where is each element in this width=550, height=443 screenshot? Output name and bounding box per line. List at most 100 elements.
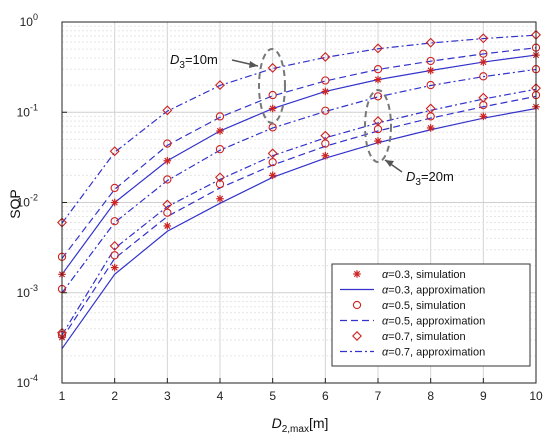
annotation-d3-10m-label: D3=10m [170, 52, 218, 71]
y-tick-label: 10-3 [17, 283, 38, 300]
series-d3-20m-marker-diamond [320, 130, 331, 141]
series-d3-20m-marker-diamond [215, 172, 225, 183]
series-d3-10m-marker-diamond [162, 105, 173, 116]
series-mid-marker-circle [426, 80, 435, 90]
x-tick-label: 10 [529, 389, 543, 403]
x-tick-label: 8 [427, 389, 434, 403]
annotation-d3-10m-sub: 3 [179, 60, 185, 71]
legend-entry-label: α=0.5, simulation [382, 300, 466, 312]
y-tick-label: 10-1 [17, 102, 38, 119]
series-d3-20m-marker-circle [268, 157, 277, 167]
asterisk-stroke [322, 88, 329, 95]
annotation-d3-20m-main: D [406, 169, 415, 184]
series-d3-10m-marker-circle [163, 139, 172, 148]
x-tick-label: 1 [59, 389, 66, 403]
series-d3-20m-marker-diamond [373, 116, 383, 126]
annotation-d3-20m-rest: =20m [421, 169, 454, 184]
series-d3-20m-marker-diamond [267, 148, 278, 159]
series-d3-10m-line-dashdot [61, 34, 537, 224]
series-d3-10m-line-solid [61, 54, 537, 275]
series-d3-10m-marker-asterisk [374, 75, 382, 84]
asterisk-stroke [269, 172, 276, 179]
series-d3-20m-marker-asterisk [216, 194, 224, 203]
series-d3-20m-marker-asterisk [268, 171, 277, 180]
y-tick-exponent: -2 [30, 193, 38, 203]
series-d3-20m-marker-asterisk [426, 124, 435, 132]
legend-entry-symbol: α [382, 285, 389, 297]
series-mid-marker-circle [215, 145, 225, 154]
legend-entry-symbol: α [382, 300, 389, 312]
x-tick-label: 6 [322, 389, 329, 403]
series-d3-10m-marker-circle [373, 65, 383, 74]
series-d3-20m-marker-asterisk [321, 151, 330, 160]
series-d3-10m-marker-diamond [320, 51, 331, 62]
series-d3-20m-marker-circle [110, 251, 119, 260]
annotations: D3=10m D3=20m [170, 48, 454, 188]
annotation-d3-20m-ellipse [364, 89, 392, 163]
legend-entry-symbol: α [382, 269, 389, 281]
asterisk-stroke [480, 113, 487, 120]
series-d3-10m-marker-asterisk [163, 156, 172, 165]
series-d3-10m-marker-circle [426, 56, 435, 66]
series-d3-10m-marker-asterisk [321, 87, 330, 96]
legend-marker-swatch [352, 300, 362, 310]
series-d3-10m-marker-asterisk [479, 58, 488, 66]
x-tick-label: 3 [164, 389, 171, 403]
legend-entry-symbol: α [382, 347, 389, 359]
asterisk-stroke [353, 270, 361, 278]
legend-box [331, 263, 531, 367]
marker-layer [57, 29, 541, 342]
series-d3-10m-marker-circle [268, 90, 277, 100]
asterisk-stroke [480, 58, 487, 66]
series-d3-20m-marker-diamond [425, 103, 436, 114]
legend-entry-text: =0.3, approximation [388, 285, 485, 297]
y-axis-ticks: 10 -4 10-3 10 -2 10-1 100 [17, 12, 67, 390]
annotation-d3-10m-ellipse [258, 48, 286, 124]
series-d3-20m-line-solid [61, 107, 537, 350]
series-d3-10m-marker-circle [215, 112, 225, 121]
series-d3-10m-marker-asterisk [110, 198, 119, 207]
x-tick-label: 7 [375, 389, 382, 403]
asterisk-stroke [427, 124, 434, 132]
y-tick-exponent: 0 [33, 12, 38, 22]
asterisk-stroke [374, 137, 382, 145]
legend-entry-text: =0.5, approximation [388, 316, 485, 328]
x-tick-label: 9 [480, 389, 487, 403]
x-tick-label: 5 [269, 389, 276, 403]
annotation-d3-20m-arrowhead [385, 160, 394, 167]
y-tick-base: 10 [20, 15, 34, 29]
series-layer [61, 34, 537, 350]
y-tick-label: 100 [20, 12, 38, 29]
legend-entry-text: =0.5, simulation [388, 300, 465, 312]
series-d3-10m-marker-circle [321, 76, 330, 85]
x-axis-title-unit: [m] [309, 415, 328, 431]
annotation-d3-20m-sub: 3 [415, 177, 421, 188]
series-d3-10m-marker-diamond [109, 146, 120, 157]
series-mid-marker-circle [479, 72, 488, 81]
series-d3-10m-marker-diamond [373, 43, 383, 54]
asterisk-stroke [216, 195, 224, 202]
series-d3-20m-line-dashed [61, 95, 537, 339]
x-axis-title-main: D [272, 415, 282, 431]
y-tick-exponent: -3 [30, 283, 38, 293]
y-tick-base: 10 [17, 105, 31, 119]
y-tick-exponent: -1 [30, 102, 38, 112]
legend-entry-text: =0.3, simulation [388, 269, 465, 281]
series-d3-10m-marker-asterisk [426, 66, 435, 75]
y-tick-exponent: -4 [30, 373, 38, 383]
asterisk-stroke [164, 222, 171, 230]
annotation-d3-10m-rest: =10m [185, 52, 218, 67]
series-d3-10m-marker-diamond [478, 33, 489, 44]
series-d3-10m-marker-circle [110, 183, 119, 193]
series-d3-10m-line-dashed [61, 47, 537, 259]
legend-entry-label: α=0.7, simulation [382, 331, 466, 343]
legend-entry-label: α=0.7, approximation [382, 347, 485, 359]
series-d3-10m-marker-asterisk [268, 104, 277, 113]
x-axis-ticks: 1 2 3 4 5 6 7 8 9 10 [59, 378, 543, 403]
series-d3-10m-marker-circle [479, 49, 488, 58]
legend-entry-symbol: α [382, 316, 389, 328]
legend-entry-label: α=0.3, approximation [382, 285, 485, 297]
legend-marker-swatch [352, 331, 362, 341]
